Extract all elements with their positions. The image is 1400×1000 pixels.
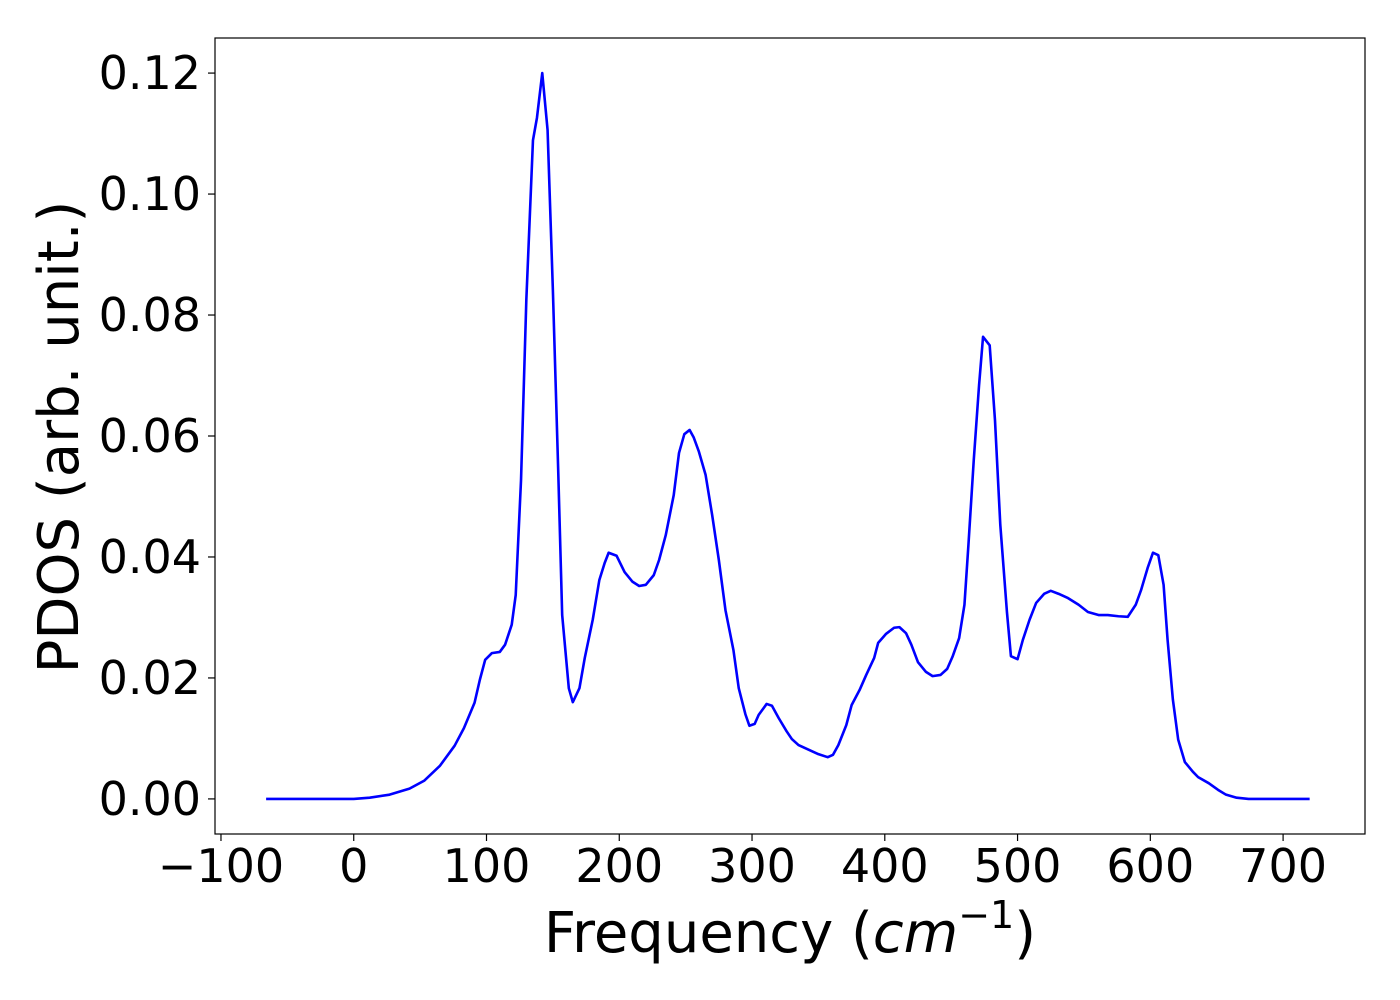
- x-axis-label: Frequency (cm−1): [544, 893, 1036, 966]
- y-tick-label: 0.08: [99, 288, 201, 342]
- y-tick-label: 0.10: [99, 167, 201, 221]
- x-tick-label: 0: [339, 839, 368, 893]
- x-label-part: cm: [873, 901, 958, 966]
- x-label-part: ): [1014, 901, 1036, 966]
- x-tick-label: 300: [708, 839, 796, 893]
- x-tick-label: 500: [974, 839, 1062, 893]
- x-tick-label: 400: [841, 839, 929, 893]
- x-tick-label: 600: [1106, 839, 1194, 893]
- y-tick-label: 0.06: [99, 409, 201, 463]
- y-tick-label: 0.02: [99, 651, 201, 705]
- y-axis-label: PDOS (arb. unit.): [27, 201, 92, 674]
- x-label-part: Frequency (: [544, 901, 873, 966]
- x-label-part: −1: [958, 893, 1014, 937]
- data-line: [266, 71, 1310, 801]
- y-tick-label: 0.04: [99, 530, 201, 584]
- y-tick-label: 0.00: [99, 772, 201, 826]
- plot-frame: [214, 37, 1366, 835]
- y-tick-label: 0.12: [99, 46, 201, 100]
- x-tick-label: 100: [443, 839, 531, 893]
- x-tick-label: −100: [158, 839, 284, 893]
- x-tick-label: 700: [1239, 839, 1327, 893]
- x-tick-label: 200: [575, 839, 663, 893]
